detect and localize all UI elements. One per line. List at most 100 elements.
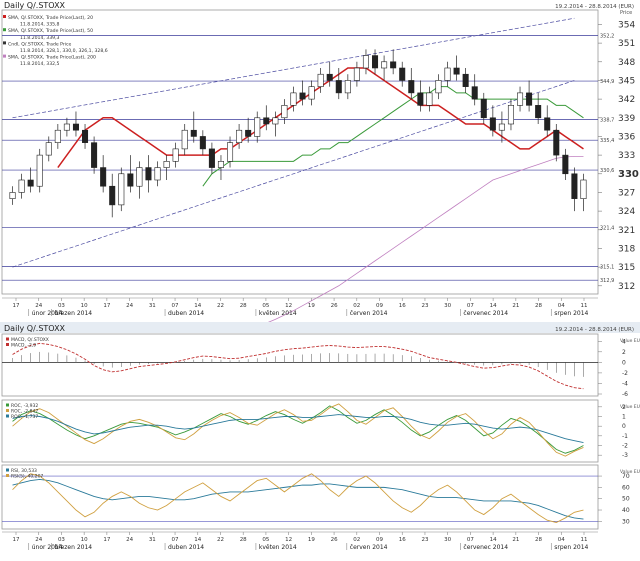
- price-y-tick-label: 330: [618, 169, 639, 180]
- x-tick-label: 28: [240, 537, 247, 543]
- x-tick-label: 02: [353, 303, 360, 309]
- month-label: duben 2014: [168, 544, 204, 551]
- candle-body: [72, 123, 79, 131]
- x-tick-label: 26: [331, 537, 338, 543]
- x-tick-label: 31: [149, 537, 156, 543]
- candle-body: [326, 73, 333, 81]
- x-tick-label: 26: [331, 303, 338, 309]
- month-label: červenec 2014: [463, 544, 508, 551]
- candle-body: [145, 167, 152, 181]
- x-tick-label: 21: [512, 537, 519, 543]
- legend-entry: 11.8.2014, 328,1, 330,0, 326,1, 328,6: [20, 48, 108, 54]
- indicator-legend-swatch: [6, 343, 9, 346]
- legend-entry: 11.8.2014, 339,3: [20, 35, 60, 41]
- indicator-panel-date-range: 19.2.2014 - 28.8.2014 (EUR): [555, 327, 634, 333]
- level-label: 335,4: [600, 138, 614, 144]
- candle-body: [27, 179, 34, 187]
- candle-body: [517, 92, 524, 106]
- bottom-x-axis: 17 24 03 10 17 24 31 07 14 22 28 05 12 19 26 02 09 16 23 30…: [2, 531, 598, 551]
- x-tick-label: 05: [262, 537, 269, 543]
- level-label: 330,6: [600, 168, 614, 174]
- price-y-tick-label: 315: [618, 263, 635, 273]
- level-label: 344,9: [600, 79, 614, 85]
- indicator-y-tick-label: 1: [622, 414, 626, 421]
- month-label: červen 2014: [350, 310, 388, 317]
- indicator-y-tick-label: -2: [622, 443, 628, 450]
- month-label: srpen 2014: [554, 544, 588, 551]
- x-tick-label: 04: [558, 537, 565, 543]
- price-y-tick-label: 348: [618, 58, 635, 68]
- x-tick-label: 19: [308, 303, 315, 309]
- indicator-y-tick-label: 2: [622, 404, 626, 411]
- candle-body: [281, 105, 288, 119]
- price-y-axis: 354 351 348 345 342 339 336 333 330 327 324 321 318 3…: [598, 20, 639, 292]
- candle-body: [408, 80, 415, 94]
- month-label: březen 2014: [54, 310, 92, 317]
- candle-body: [181, 129, 188, 150]
- x-tick-label: 02: [353, 537, 360, 543]
- candle-body: [372, 55, 379, 69]
- indicator-y-tick-label: 4: [622, 338, 626, 345]
- candle-body: [426, 92, 433, 106]
- indicator-y-tick-label: 0: [622, 423, 626, 430]
- x-tick-label: 10: [81, 537, 88, 543]
- x-tick-label: 10: [81, 303, 88, 309]
- x-tick-label: 23: [421, 303, 428, 309]
- month-label: červen 2014: [350, 544, 388, 551]
- candle-body: [54, 129, 61, 143]
- x-tick-label: 31: [149, 303, 156, 309]
- candle-body: [399, 67, 406, 81]
- candle-body: [471, 86, 478, 100]
- legend-swatch: [3, 54, 6, 58]
- price-levels: 352,2 344,9 338,7 335,4 330,6 321,4 315,1 312,9: [2, 34, 614, 284]
- price-y-tick-label: 342: [618, 95, 635, 105]
- x-tick-label: 07: [172, 303, 179, 309]
- candle-body: [308, 86, 315, 100]
- month-label: květen 2014: [259, 310, 297, 317]
- indicator-legend-entry: RSI, 30,533: [11, 468, 37, 474]
- indicator-legend-entry: RSI(5), 40,207: [11, 474, 43, 480]
- x-tick-label: 24: [126, 537, 133, 543]
- indicator-legend-swatch: [6, 337, 9, 341]
- indicator-unit-label: Value EUR: [620, 469, 640, 475]
- indicator-legend-swatch: [6, 409, 9, 412]
- x-tick-label: 19: [308, 537, 315, 543]
- candle-body: [217, 161, 224, 168]
- indicator-legend-entry: ROC, -1,737: [11, 414, 38, 420]
- legend-swatch: [3, 41, 6, 45]
- candle-body: [417, 92, 424, 106]
- x-tick-label: 14: [490, 303, 497, 309]
- indicator-series-line: [12, 414, 584, 444]
- trend-channel-line: [12, 80, 575, 268]
- legend-entry: SMA, Q/.STOXX, Trade Price(Last), 50: [8, 28, 93, 34]
- candle-body: [381, 61, 388, 69]
- candle-body: [390, 61, 397, 69]
- x-tick-label: 30: [444, 303, 451, 309]
- indicator-y-tick-label: -3: [622, 452, 628, 459]
- month-label: květen 2014: [259, 544, 297, 551]
- x-tick-label: 07: [467, 303, 474, 309]
- indicator-series-line: [12, 403, 584, 457]
- month-label: červenec 2014: [463, 310, 508, 317]
- price-y-tick-label: 327: [618, 188, 635, 198]
- candle-body: [535, 105, 542, 119]
- x-tick-label: 11: [581, 303, 588, 309]
- x-tick-label: 12: [285, 537, 292, 543]
- indicator-series-line: [12, 473, 584, 523]
- candle-body: [507, 105, 514, 125]
- macd-panel-frame: [1, 333, 599, 397]
- indicator-legend-entry: MACD, Q/.STOXX: [11, 337, 49, 343]
- candle-body: [462, 73, 469, 87]
- price-y-tick-label: 312: [618, 282, 635, 292]
- x-tick-label: 03: [58, 537, 65, 543]
- candle-body: [453, 67, 460, 75]
- candle-body: [236, 129, 243, 143]
- x-tick-label: 28: [535, 303, 542, 309]
- price-y-tick-label: 354: [618, 20, 635, 30]
- indicator-y-tick-label: -2: [622, 370, 628, 377]
- candle-body: [136, 167, 143, 187]
- candle-body: [109, 185, 116, 206]
- candle-body: [498, 123, 505, 131]
